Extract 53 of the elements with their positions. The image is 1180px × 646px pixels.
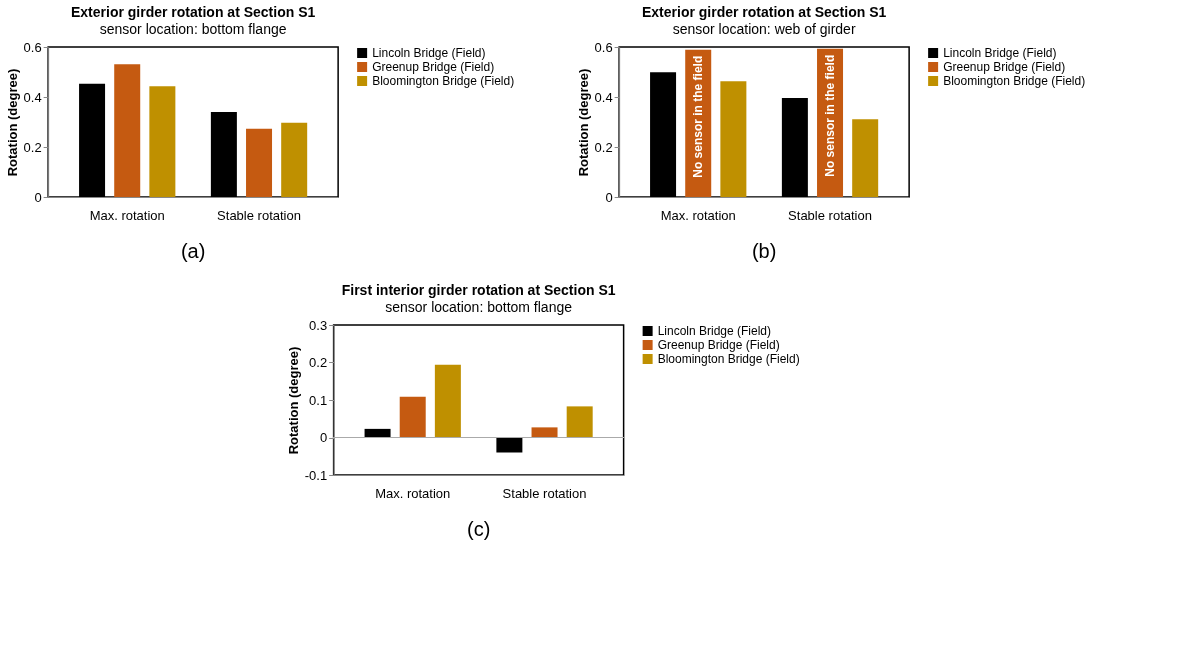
legend-label: Bloomington Bridge (Field) [372,74,515,88]
bar [149,86,176,197]
bar [566,406,593,438]
x-tick-label: Stable rotation [502,485,587,501]
y-tick-label: -0.1 [304,467,328,483]
y-tick-label: 0.6 [23,39,42,55]
chart-subtitle: sensor location: web of girder [672,21,856,37]
legend-label: Greenup Bridge (Field) [943,60,1066,74]
y-tick-label: 0.3 [309,317,328,333]
y-tick-label: 0.1 [309,392,328,408]
x-tick-label: Stable rotation [217,207,301,223]
bar [531,427,558,438]
text: (b) [751,240,777,262]
bar [114,64,141,197]
y-tick-label: 0 [605,189,613,205]
y-tick-label: 0.2 [594,139,613,155]
bar [496,437,523,453]
chart-title: Exterior girder rotation at Section S1 [70,4,316,20]
x-tick-label: Stable rotation [788,207,872,223]
legend-label: Greenup Bridge (Field) [372,60,495,74]
legend-label: Bloomington Bridge (Field) [943,74,1086,88]
x-tick-label: Max. rotation [89,207,165,223]
data-label: No sensor in the field [691,55,706,178]
y-tick-label: 0.4 [594,89,613,105]
y-axis-title: Rotation (degree) [4,68,20,177]
text: (a) [180,240,206,262]
chart-subtitle: sensor location: bottom flange [385,299,573,315]
bar [720,81,747,197]
legend-label: Lincoln Bridge (Field) [943,46,1057,60]
y-axis-title: Rotation (degree) [575,68,591,177]
legend-label: Bloomington Bridge (Field) [657,352,800,366]
legend-label: Lincoln Bridge (Field) [657,324,772,338]
legend-label: Greenup Bridge (Field) [657,338,780,352]
bar [852,119,879,197]
y-axis-title: Rotation (degree) [285,346,301,455]
x-tick-label: Max. rotation [375,485,451,501]
y-tick-label: 0.6 [594,39,613,55]
bar [246,128,273,197]
x-tick-label: Max. rotation [660,207,736,223]
legend-label: Lincoln Bridge (Field) [372,46,486,60]
y-tick-label: 0 [34,189,42,205]
y-tick-label: 0.4 [23,89,42,105]
y-tick-label: 0.2 [23,139,42,155]
chart-title: First interior girder rotation at Section S1 [341,282,616,298]
bar [434,364,461,438]
chart-title: Exterior girder rotation at Section S1 [641,4,887,20]
chart-subtitle: sensor location: bottom flange [99,21,287,37]
y-tick-label: 0.2 [309,355,328,370]
data-label: No sensor in the field [823,54,838,177]
bar [281,122,308,197]
y-tick-label: 0 [319,430,328,445]
bar [399,396,426,438]
text: (c) [466,518,491,540]
